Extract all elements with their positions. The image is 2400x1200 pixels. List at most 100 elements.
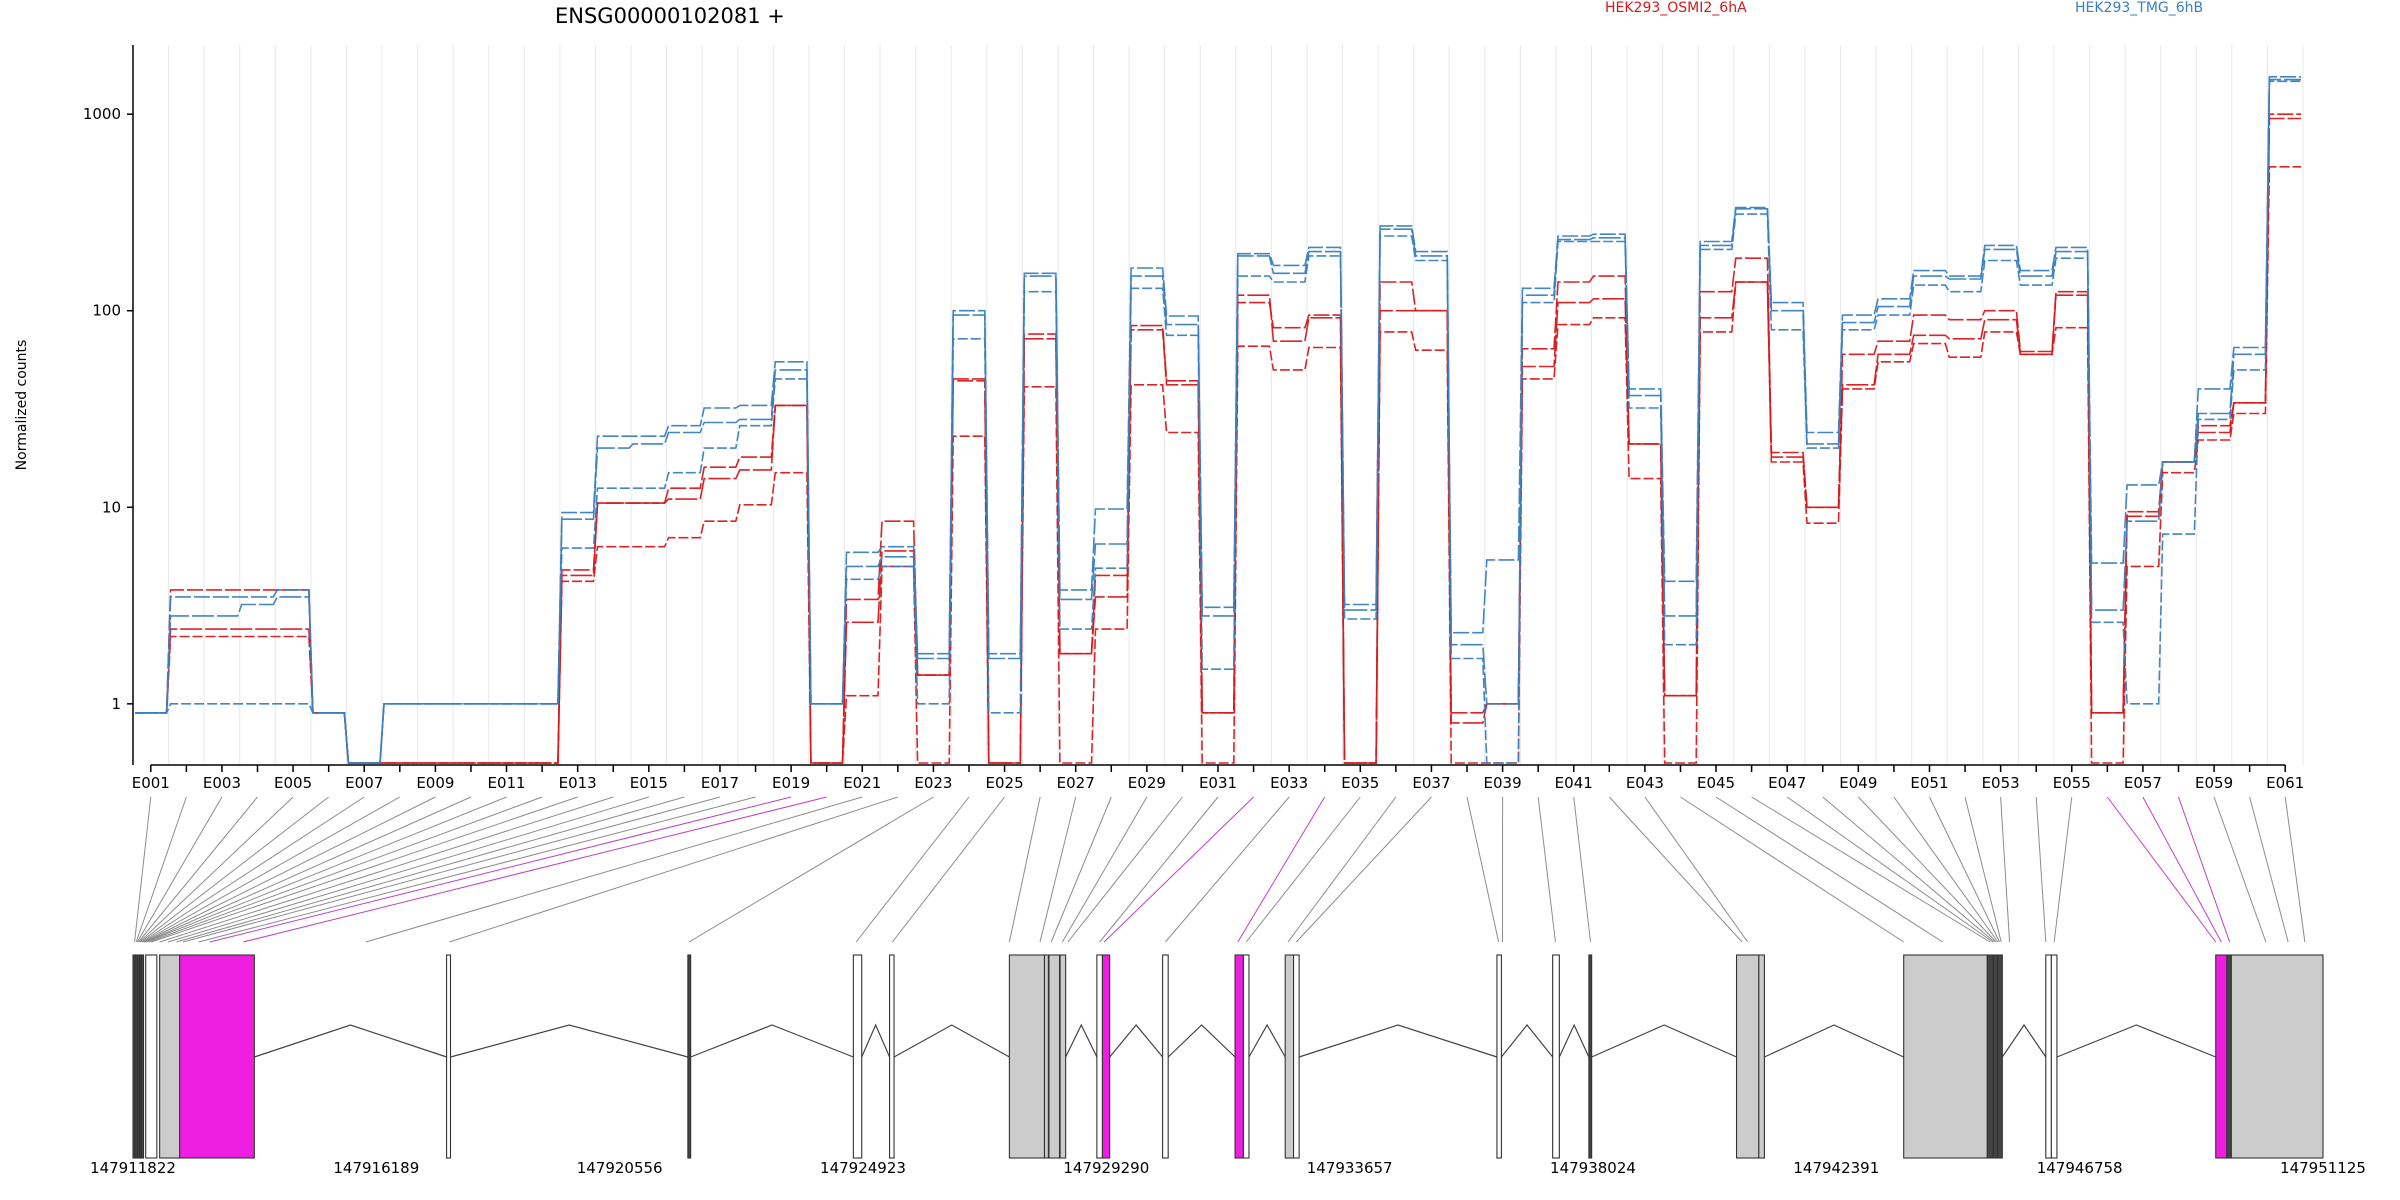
exon-block — [1293, 954, 1300, 1159]
exon-connector — [855, 796, 970, 943]
chart-title: ENSG00000102081 + — [555, 4, 785, 28]
exon-connector — [198, 796, 756, 943]
exon-block — [1735, 954, 1760, 1159]
exon-block — [446, 954, 452, 1159]
series-line — [135, 113, 2301, 764]
intron-line — [1248, 1023, 1286, 1058]
exon-connector — [1822, 796, 1995, 943]
exon-block — [687, 954, 692, 1159]
intron-line — [1764, 1024, 1904, 1058]
exon-connector — [134, 796, 152, 943]
exon-connector — [1061, 796, 1148, 943]
x-tick-label: E033 — [1270, 774, 1308, 792]
exon-block — [1588, 954, 1593, 1159]
x-tick-label: E023 — [914, 774, 952, 792]
intron-line — [1500, 1024, 1554, 1058]
exon-connector — [2213, 796, 2267, 943]
exon-block — [1992, 954, 1998, 1159]
intron-line — [1558, 1023, 1590, 1058]
exon-connector — [1039, 796, 1077, 943]
exon-connector — [1295, 796, 1432, 943]
exon-block — [1008, 954, 1046, 1159]
exon-block — [1242, 954, 1250, 1159]
x-tick-label: E057 — [2124, 774, 2162, 792]
exon-connector — [1165, 796, 1290, 943]
x-tick-label: E061 — [2266, 774, 2304, 792]
series-line — [135, 166, 2301, 764]
genome-coordinate-label: 147942391 — [1793, 1159, 1879, 1177]
genome-coordinate-label: 147933657 — [1307, 1159, 1393, 1177]
exon-block — [2050, 954, 2058, 1159]
exon-connector — [891, 796, 1005, 943]
axes: 1 10 100 1000 E001 E003 E005 E007 E009 E011 E013 E0… — [83, 45, 2304, 792]
genome-coordinate-label: 147938024 — [1550, 1159, 1636, 1177]
x-tick-label: E025 — [986, 774, 1024, 792]
exon-connector — [2249, 796, 2289, 943]
exon-connector — [141, 796, 365, 943]
x-tick-label: E011 — [487, 774, 525, 792]
x-tick-label: E055 — [2053, 774, 2091, 792]
exon-block — [1758, 954, 1765, 1159]
exon-connector — [1929, 796, 2000, 943]
exon-connector — [148, 796, 543, 943]
exon-connector — [1237, 796, 1326, 943]
x-tick-label: E017 — [701, 774, 739, 792]
legend-label-osmi2-6ha: HEK293_OSMI2_6hA — [1605, 0, 1747, 16]
x-tick-label: E005 — [274, 774, 312, 792]
exon-connector — [143, 796, 436, 943]
exon-connector — [365, 796, 863, 943]
exon-block — [1101, 954, 1111, 1159]
x-tick-label: E047 — [1768, 774, 1806, 792]
exon-connector — [159, 796, 614, 943]
exon-block — [1059, 954, 1067, 1159]
exon-connector — [144, 796, 472, 943]
x-tick-label: E037 — [1412, 774, 1450, 792]
exon-block — [1096, 954, 1103, 1159]
genome-coordinate-label: 147946758 — [2037, 1159, 2123, 1177]
intron-line — [893, 1024, 1010, 1058]
exon-connector — [1466, 796, 1500, 943]
intron-line — [861, 1023, 891, 1058]
exon-connector — [1067, 796, 1183, 943]
intron-line — [1065, 1023, 1098, 1058]
x-tick-label: E059 — [2195, 774, 2233, 792]
intron-line — [1298, 1024, 1498, 1058]
intron-line — [1109, 1024, 1164, 1058]
exon-connector — [1537, 796, 1556, 943]
genome-coordinate-label: 147924923 — [820, 1159, 906, 1177]
exon-connector — [140, 796, 329, 943]
exon-connector — [182, 796, 721, 943]
exon-connector — [139, 796, 294, 943]
x-tick-label: E027 — [1057, 774, 1095, 792]
exon-block — [1043, 954, 1049, 1159]
x-tick-label: E043 — [1626, 774, 1664, 792]
exon-connector — [135, 796, 187, 943]
exon-block — [1552, 954, 1560, 1159]
x-tick-label: E015 — [630, 774, 668, 792]
exon-connector — [243, 796, 827, 943]
exon-connector — [1099, 796, 1219, 943]
legend-label-tmg-6hb: HEK293_TMG_6hB — [2075, 0, 2203, 16]
exon-block — [1997, 954, 2003, 1159]
series-line — [135, 80, 2301, 764]
y-axis-label: Normalized counts — [14, 340, 30, 471]
exon-connector — [449, 796, 898, 943]
x-tick-label: E031 — [1199, 774, 1237, 792]
exon-block — [1048, 954, 1061, 1159]
exon-block — [1986, 954, 1994, 1159]
exon-connector — [1050, 796, 1112, 943]
exon-connector — [1008, 796, 1041, 943]
y-tick-label: 1 — [111, 695, 121, 713]
exon-block — [1284, 954, 1295, 1159]
exon-connector — [1786, 796, 1994, 943]
exon-connector — [146, 796, 507, 943]
exon-connector — [151, 796, 578, 943]
exon-connector-lines — [134, 796, 2306, 943]
exon-connector — [1680, 796, 1904, 943]
exon-block — [136, 954, 140, 1159]
exon-connector — [2053, 796, 2073, 943]
exon-block — [140, 954, 145, 1159]
exon-block — [1234, 954, 1244, 1159]
x-tick-label: E029 — [1128, 774, 1166, 792]
